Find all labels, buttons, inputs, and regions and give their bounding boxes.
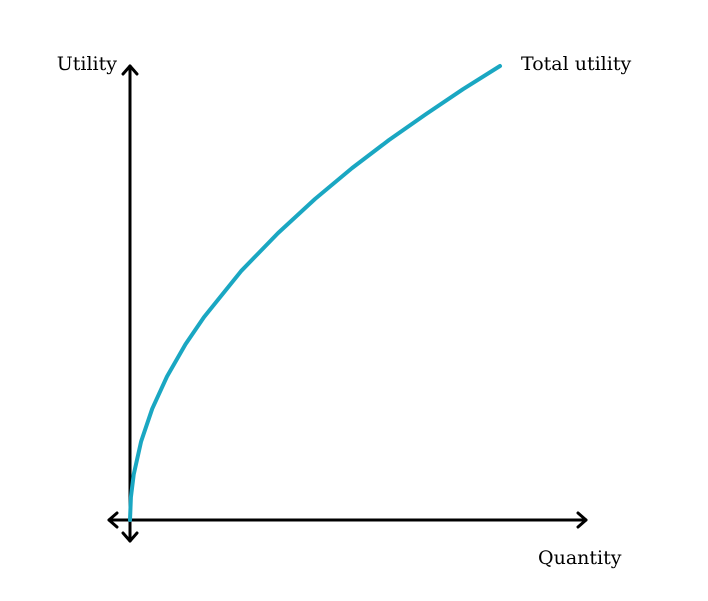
x-axis-label: Quantity [538,547,622,569]
x-axis-arrow-right [576,511,588,529]
y-axis-arrow-down [121,531,139,543]
y-axis-label: Utility [57,53,118,75]
series-label-total-utility: Total utility [521,53,631,75]
total-utility-curve [128,64,502,522]
y-axis-arrow-up [121,64,139,76]
x-axis-arrow-left [107,511,119,529]
